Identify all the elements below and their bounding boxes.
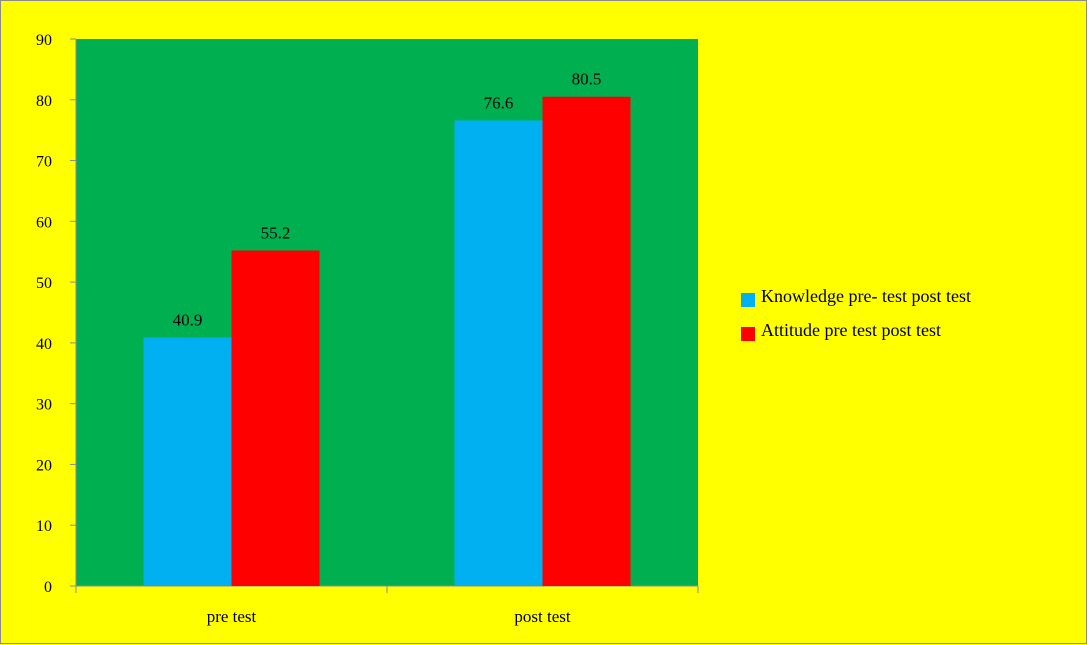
chart-legend: Knowledge pre- test post test Attitude pr…: [741, 283, 971, 351]
legend-item: Knowledge pre- test post test: [741, 283, 971, 309]
y-tick-label: 60: [36, 214, 52, 231]
legend-label: Knowledge pre- test post test: [761, 285, 971, 306]
bar: [454, 120, 543, 586]
legend-item: Attitude pre test post test: [741, 317, 971, 343]
legend-swatch: [741, 327, 755, 341]
y-tick-label: 50: [36, 275, 52, 292]
bar: [143, 337, 232, 586]
legend-swatch: [741, 293, 755, 307]
y-tick-label: 80: [36, 93, 52, 110]
y-tick-label: 20: [36, 457, 52, 474]
y-tick-label: 30: [36, 397, 52, 414]
y-tick-label: 0: [44, 579, 52, 596]
y-tick-label: 90: [36, 32, 52, 49]
x-category-label: pre test: [207, 607, 257, 626]
bar: [231, 250, 320, 587]
y-tick-label: 10: [36, 518, 52, 535]
data-label: 80.5: [572, 70, 602, 89]
data-label: 40.9: [173, 310, 203, 329]
y-tick-label: 70: [36, 154, 52, 171]
data-label: 55.2: [261, 224, 291, 243]
x-category-label: post test: [514, 607, 570, 626]
bar: [542, 96, 631, 586]
data-label: 76.6: [484, 93, 514, 112]
y-tick-label: 40: [36, 336, 52, 353]
legend-label: Attitude pre test post test: [761, 319, 941, 340]
